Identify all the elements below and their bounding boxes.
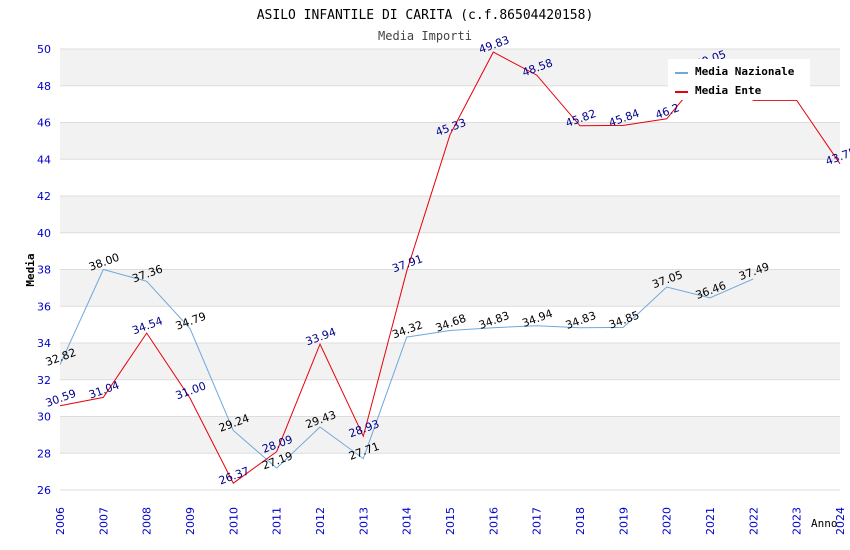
y-tick-label: 50 <box>37 43 51 56</box>
y-axis-label: Media <box>24 253 37 286</box>
x-tick-label: 2009 <box>184 507 197 535</box>
x-tick-label: 2024 <box>834 507 847 535</box>
x-tick-label: 2020 <box>661 507 674 535</box>
x-tick-label: 2014 <box>401 507 414 535</box>
x-tick-label: 2010 <box>227 507 240 535</box>
plot-band <box>60 453 840 490</box>
x-tick-label: 2022 <box>747 507 760 535</box>
x-tick-label: 2012 <box>314 507 327 535</box>
x-tick-label: 2016 <box>487 507 500 535</box>
plot-band <box>60 196 840 233</box>
plot-bands <box>60 49 840 490</box>
y-tick-label: 32 <box>37 374 51 387</box>
x-axis-ticks: 2006 2007 2008 2009 2010 2011 2012 2013 2014 2015… <box>54 507 847 535</box>
x-tick-label: 2023 <box>791 507 804 535</box>
x-tick-label: 2017 <box>531 507 544 535</box>
legend: Media Nazionale Media Ente <box>668 59 810 100</box>
y-tick-label: 42 <box>37 190 51 203</box>
y-tick-label: 30 <box>37 411 51 424</box>
y-tick-label: 40 <box>37 227 51 240</box>
y-tick-label: 26 <box>37 484 51 497</box>
x-tick-label: 2006 <box>54 507 67 535</box>
plot-band <box>60 343 840 380</box>
y-tick-label: 34 <box>37 337 51 350</box>
y-tick-label: 28 <box>37 447 51 460</box>
x-tick-label: 2015 <box>444 507 457 535</box>
y-tick-label: 48 <box>37 80 51 93</box>
x-tick-label: 2008 <box>141 507 154 535</box>
plot-band <box>60 306 840 343</box>
plot-band <box>60 269 840 307</box>
x-tick-label: 2011 <box>271 507 284 535</box>
y-tick-label: 44 <box>37 153 51 166</box>
plot-band <box>60 122 840 160</box>
y-axis-ticks: 26 28 30 32 34 36 38 40 42 44 46 48 50 <box>37 43 51 497</box>
x-tick-label: 2013 <box>357 507 370 535</box>
x-tick-label: 2007 <box>97 507 110 535</box>
legend-label-media-nazionale: Media Nazionale <box>695 65 795 78</box>
x-tick-label: 2019 <box>617 507 630 535</box>
x-tick-label: 2021 <box>704 507 717 535</box>
y-tick-label: 38 <box>37 264 51 277</box>
chart-subtitle: Media Importi <box>378 29 472 43</box>
y-tick-label: 36 <box>37 300 51 313</box>
legend-box <box>668 59 810 100</box>
plot-band <box>60 159 840 196</box>
chart-title: ASILO INFANTILE DI CARITA (c.f.865044201… <box>257 8 594 23</box>
legend-label-media-ente: Media Ente <box>695 84 762 97</box>
x-tick-label: 2018 <box>574 507 587 535</box>
y-tick-label: 46 <box>37 117 51 130</box>
plot-band <box>60 416 840 454</box>
x-axis-label: Anno <box>811 517 838 530</box>
series-line-media-nazionale <box>59 268 754 469</box>
gridlines <box>60 48 840 491</box>
plot-band <box>60 232 840 270</box>
